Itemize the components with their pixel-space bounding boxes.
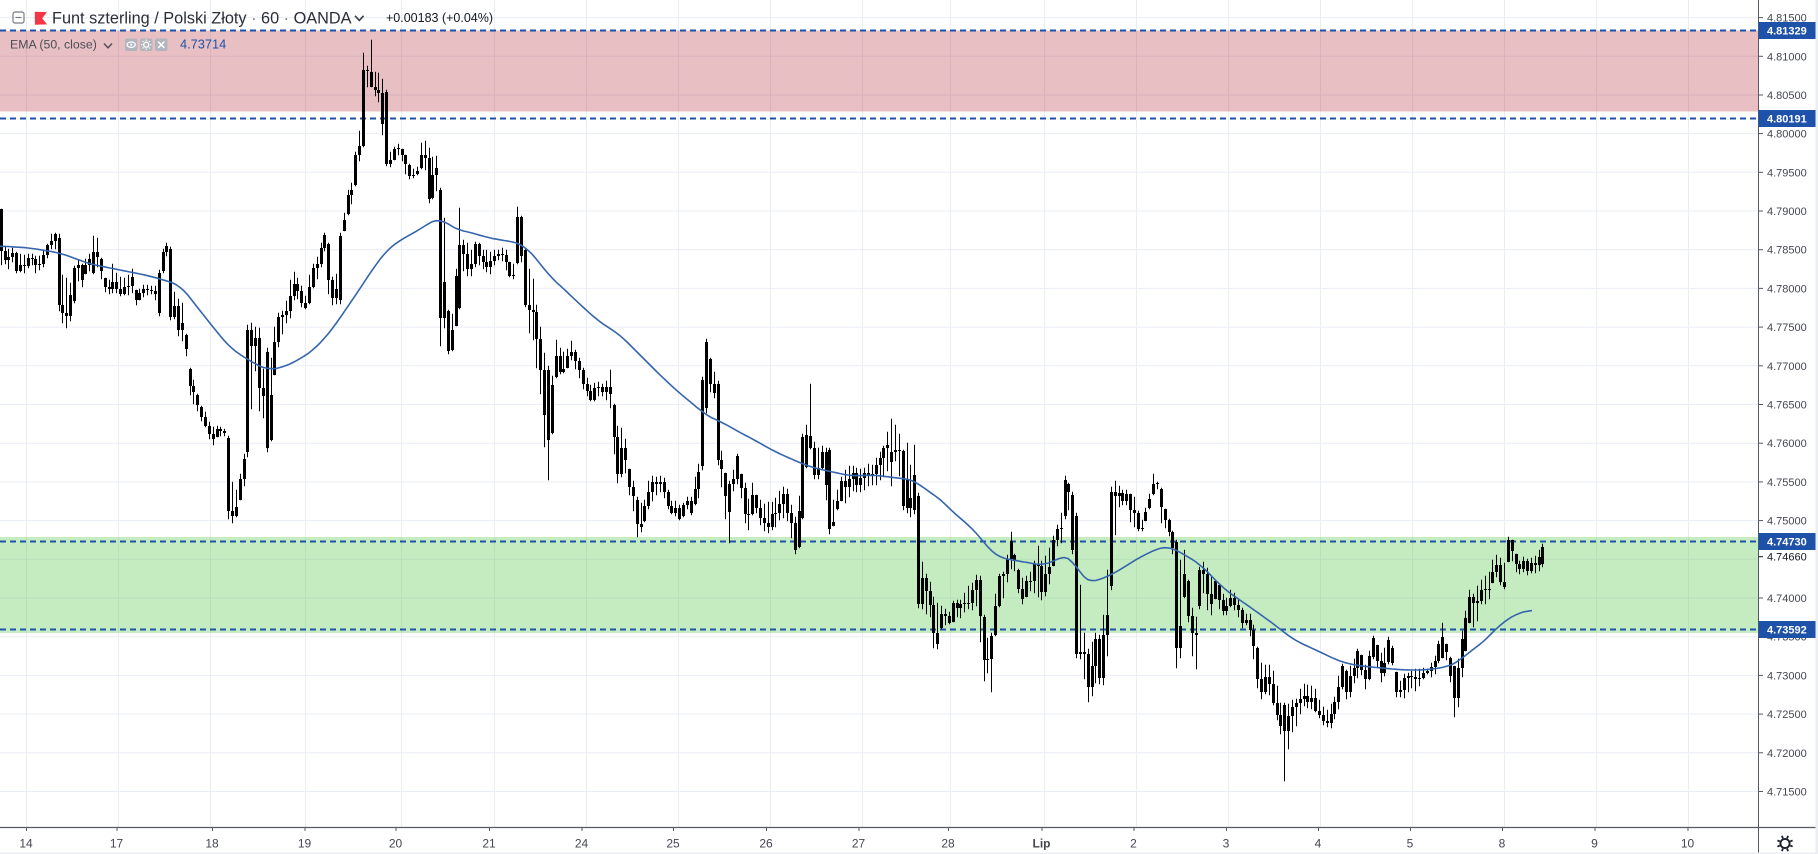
svg-text:4.76000: 4.76000: [1767, 438, 1807, 450]
svg-text:8: 8: [1499, 837, 1506, 851]
svg-text:4.75000: 4.75000: [1767, 516, 1807, 528]
svg-text:4.81329: 4.81329: [1767, 26, 1807, 38]
svg-text:4.77000: 4.77000: [1767, 361, 1807, 373]
svg-text:4.79500: 4.79500: [1767, 167, 1807, 179]
svg-text:19: 19: [298, 837, 312, 851]
svg-text:5: 5: [1407, 837, 1414, 851]
svg-text:18: 18: [205, 837, 219, 851]
svg-text:4.71500: 4.71500: [1767, 787, 1807, 799]
svg-text:4: 4: [1315, 837, 1322, 851]
svg-text:4.81500: 4.81500: [1767, 13, 1807, 25]
svg-text:25: 25: [666, 837, 680, 851]
svg-text:9: 9: [1591, 837, 1598, 851]
svg-text:4.80500: 4.80500: [1767, 90, 1807, 102]
svg-text:+0.00183 (+0.04%): +0.00183 (+0.04%): [386, 11, 493, 25]
svg-text:4.74660: 4.74660: [1767, 552, 1807, 564]
svg-text:10: 10: [1681, 837, 1695, 851]
svg-text:4.80000: 4.80000: [1767, 129, 1807, 141]
svg-text:4.76500: 4.76500: [1767, 400, 1807, 412]
svg-text:3: 3: [1223, 837, 1230, 851]
svg-text:4.74000: 4.74000: [1767, 593, 1807, 605]
svg-text:28: 28: [941, 837, 955, 851]
svg-text:2: 2: [1130, 837, 1137, 851]
svg-text:4.73714: 4.73714: [180, 37, 226, 52]
svg-text:4.80191: 4.80191: [1767, 114, 1807, 126]
svg-text:24: 24: [575, 837, 589, 851]
svg-text:4.78000: 4.78000: [1767, 283, 1807, 295]
svg-text:4.74730: 4.74730: [1767, 537, 1807, 549]
svg-text:EMA (50, close): EMA (50, close): [10, 38, 97, 52]
svg-text:4.73592: 4.73592: [1767, 625, 1807, 637]
svg-text:4.72500: 4.72500: [1767, 709, 1807, 721]
svg-text:4.78500: 4.78500: [1767, 245, 1807, 257]
svg-text:Lip: Lip: [1033, 837, 1051, 851]
svg-text:21: 21: [482, 837, 496, 851]
svg-text:4.79000: 4.79000: [1767, 206, 1807, 218]
svg-text:Funt szterling / Polski Złoty: Funt szterling / Polski Złoty · 60 · OAN…: [52, 9, 352, 27]
svg-text:17: 17: [110, 837, 124, 851]
svg-text:27: 27: [852, 837, 866, 851]
svg-text:20: 20: [389, 837, 403, 851]
svg-text:4.73000: 4.73000: [1767, 670, 1807, 682]
svg-text:14: 14: [19, 837, 33, 851]
svg-text:26: 26: [759, 837, 773, 851]
svg-text:4.75500: 4.75500: [1767, 477, 1807, 489]
svg-text:4.72000: 4.72000: [1767, 748, 1807, 760]
svg-text:4.77500: 4.77500: [1767, 322, 1807, 334]
svg-text:4.81000: 4.81000: [1767, 51, 1807, 63]
